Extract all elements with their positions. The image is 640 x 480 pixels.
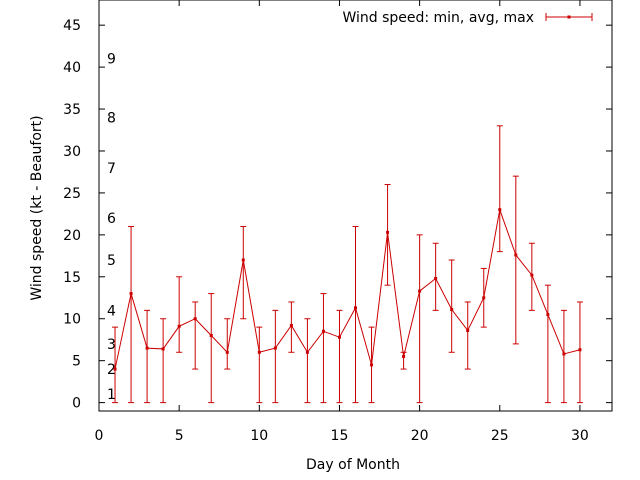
beaufort-label: 1: [107, 387, 116, 403]
y-tick-label: 5: [72, 354, 81, 370]
data-point: [209, 334, 213, 338]
x-tick-label: 20: [411, 428, 429, 444]
beaufort-label: 2: [107, 362, 116, 378]
y-tick-label: 20: [63, 228, 81, 244]
y-tick-label: 0: [72, 396, 81, 412]
data-point: [434, 276, 438, 280]
x-tick-label: 30: [571, 428, 589, 444]
beaufort-label: 3: [107, 337, 116, 353]
data-point: [241, 258, 245, 262]
beaufort-label: 8: [107, 110, 116, 126]
data-point: [546, 313, 550, 317]
y-tick-label: 40: [63, 60, 81, 76]
beaufort-scale-labels: 1 2 3 4 5 6 7 8 9: [107, 52, 116, 404]
series-line: [114, 207, 581, 370]
beaufort-label: 5: [107, 253, 116, 269]
y-tick-label: 45: [63, 18, 81, 34]
y-tick-label: 10: [63, 312, 81, 328]
data-point: [450, 308, 454, 312]
data-point: [578, 348, 582, 352]
y-tick-label: 25: [63, 186, 81, 202]
legend: Wind speed: min, avg, max: [342, 10, 593, 26]
data-point: [337, 335, 341, 339]
data-point: [225, 350, 229, 354]
y-tick-label: 35: [63, 102, 81, 118]
data-point: [514, 253, 518, 257]
data-point: [305, 350, 309, 354]
data-point: [386, 230, 390, 234]
beaufort-label: 4: [107, 303, 116, 319]
data-point: [113, 367, 117, 371]
data-point: [498, 208, 502, 212]
data-point: [273, 346, 277, 350]
data-point: [482, 296, 486, 300]
series-layer: [112, 125, 583, 404]
x-tick-label: 15: [331, 428, 349, 444]
x-tick-label: 5: [175, 428, 184, 444]
data-point: [193, 317, 197, 321]
data-point: [161, 347, 165, 351]
data-point: [289, 323, 293, 327]
legend-label: Wind speed: min, avg, max: [342, 10, 534, 26]
data-point: [321, 329, 325, 333]
x-tick-label: 0: [95, 428, 104, 444]
data-point: [402, 354, 406, 358]
beaufort-label: 9: [107, 52, 116, 68]
y-tick-label: 15: [63, 270, 81, 286]
data-point: [257, 350, 261, 354]
x-axis-title: Day of Month: [306, 457, 400, 473]
legend-sample-line: [545, 13, 593, 21]
data-point: [530, 273, 534, 277]
data-point: [562, 352, 566, 356]
data-point: [354, 306, 357, 310]
plot-area-frame: [98, 0, 613, 412]
y-axis-title: Wind speed (kt - Beaufort): [29, 115, 45, 300]
data-point: [129, 292, 133, 296]
y-tick-label: 30: [63, 144, 81, 160]
data-point: [466, 328, 470, 332]
x-tick-label: 10: [250, 428, 268, 444]
beaufort-label: 7: [107, 161, 116, 177]
legend-sample-point: [567, 15, 571, 19]
data-point: [418, 289, 422, 293]
data-point: [145, 346, 149, 350]
x-tick-label: 25: [491, 428, 509, 444]
beaufort-label: 6: [107, 211, 116, 227]
data-point: [177, 324, 181, 328]
data-point: [370, 363, 374, 367]
